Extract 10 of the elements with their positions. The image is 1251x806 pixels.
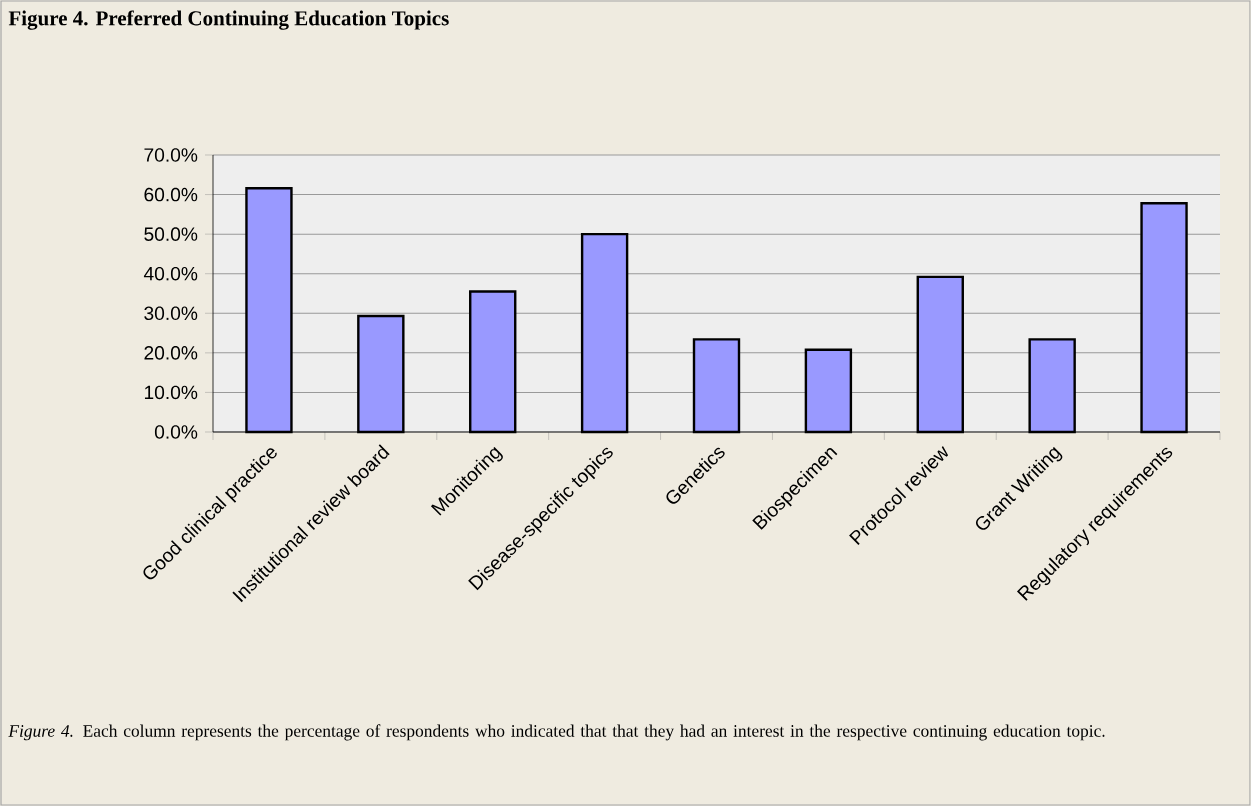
y-tick-label: 10.0% [144,385,198,400]
chart-title: Figure 4. Preferred Continuing Education Topics [8,10,449,30]
y-tick-label: 0.0% [154,425,198,439]
y-tick-label: 50.0% [144,227,198,241]
y-tick-label: 60.0% [144,187,198,202]
text: Figure 4. Each column represents the percentage of respondents who indicated that that they had an interest in the respective continuing education topic. [8,724,1105,741]
y-tick-label: 30.0% [144,306,198,321]
y-tick-label: 70.0% [144,148,198,162]
y-tick-label: 40.0% [143,266,198,281]
y-tick-label: 20.0% [144,346,198,360]
